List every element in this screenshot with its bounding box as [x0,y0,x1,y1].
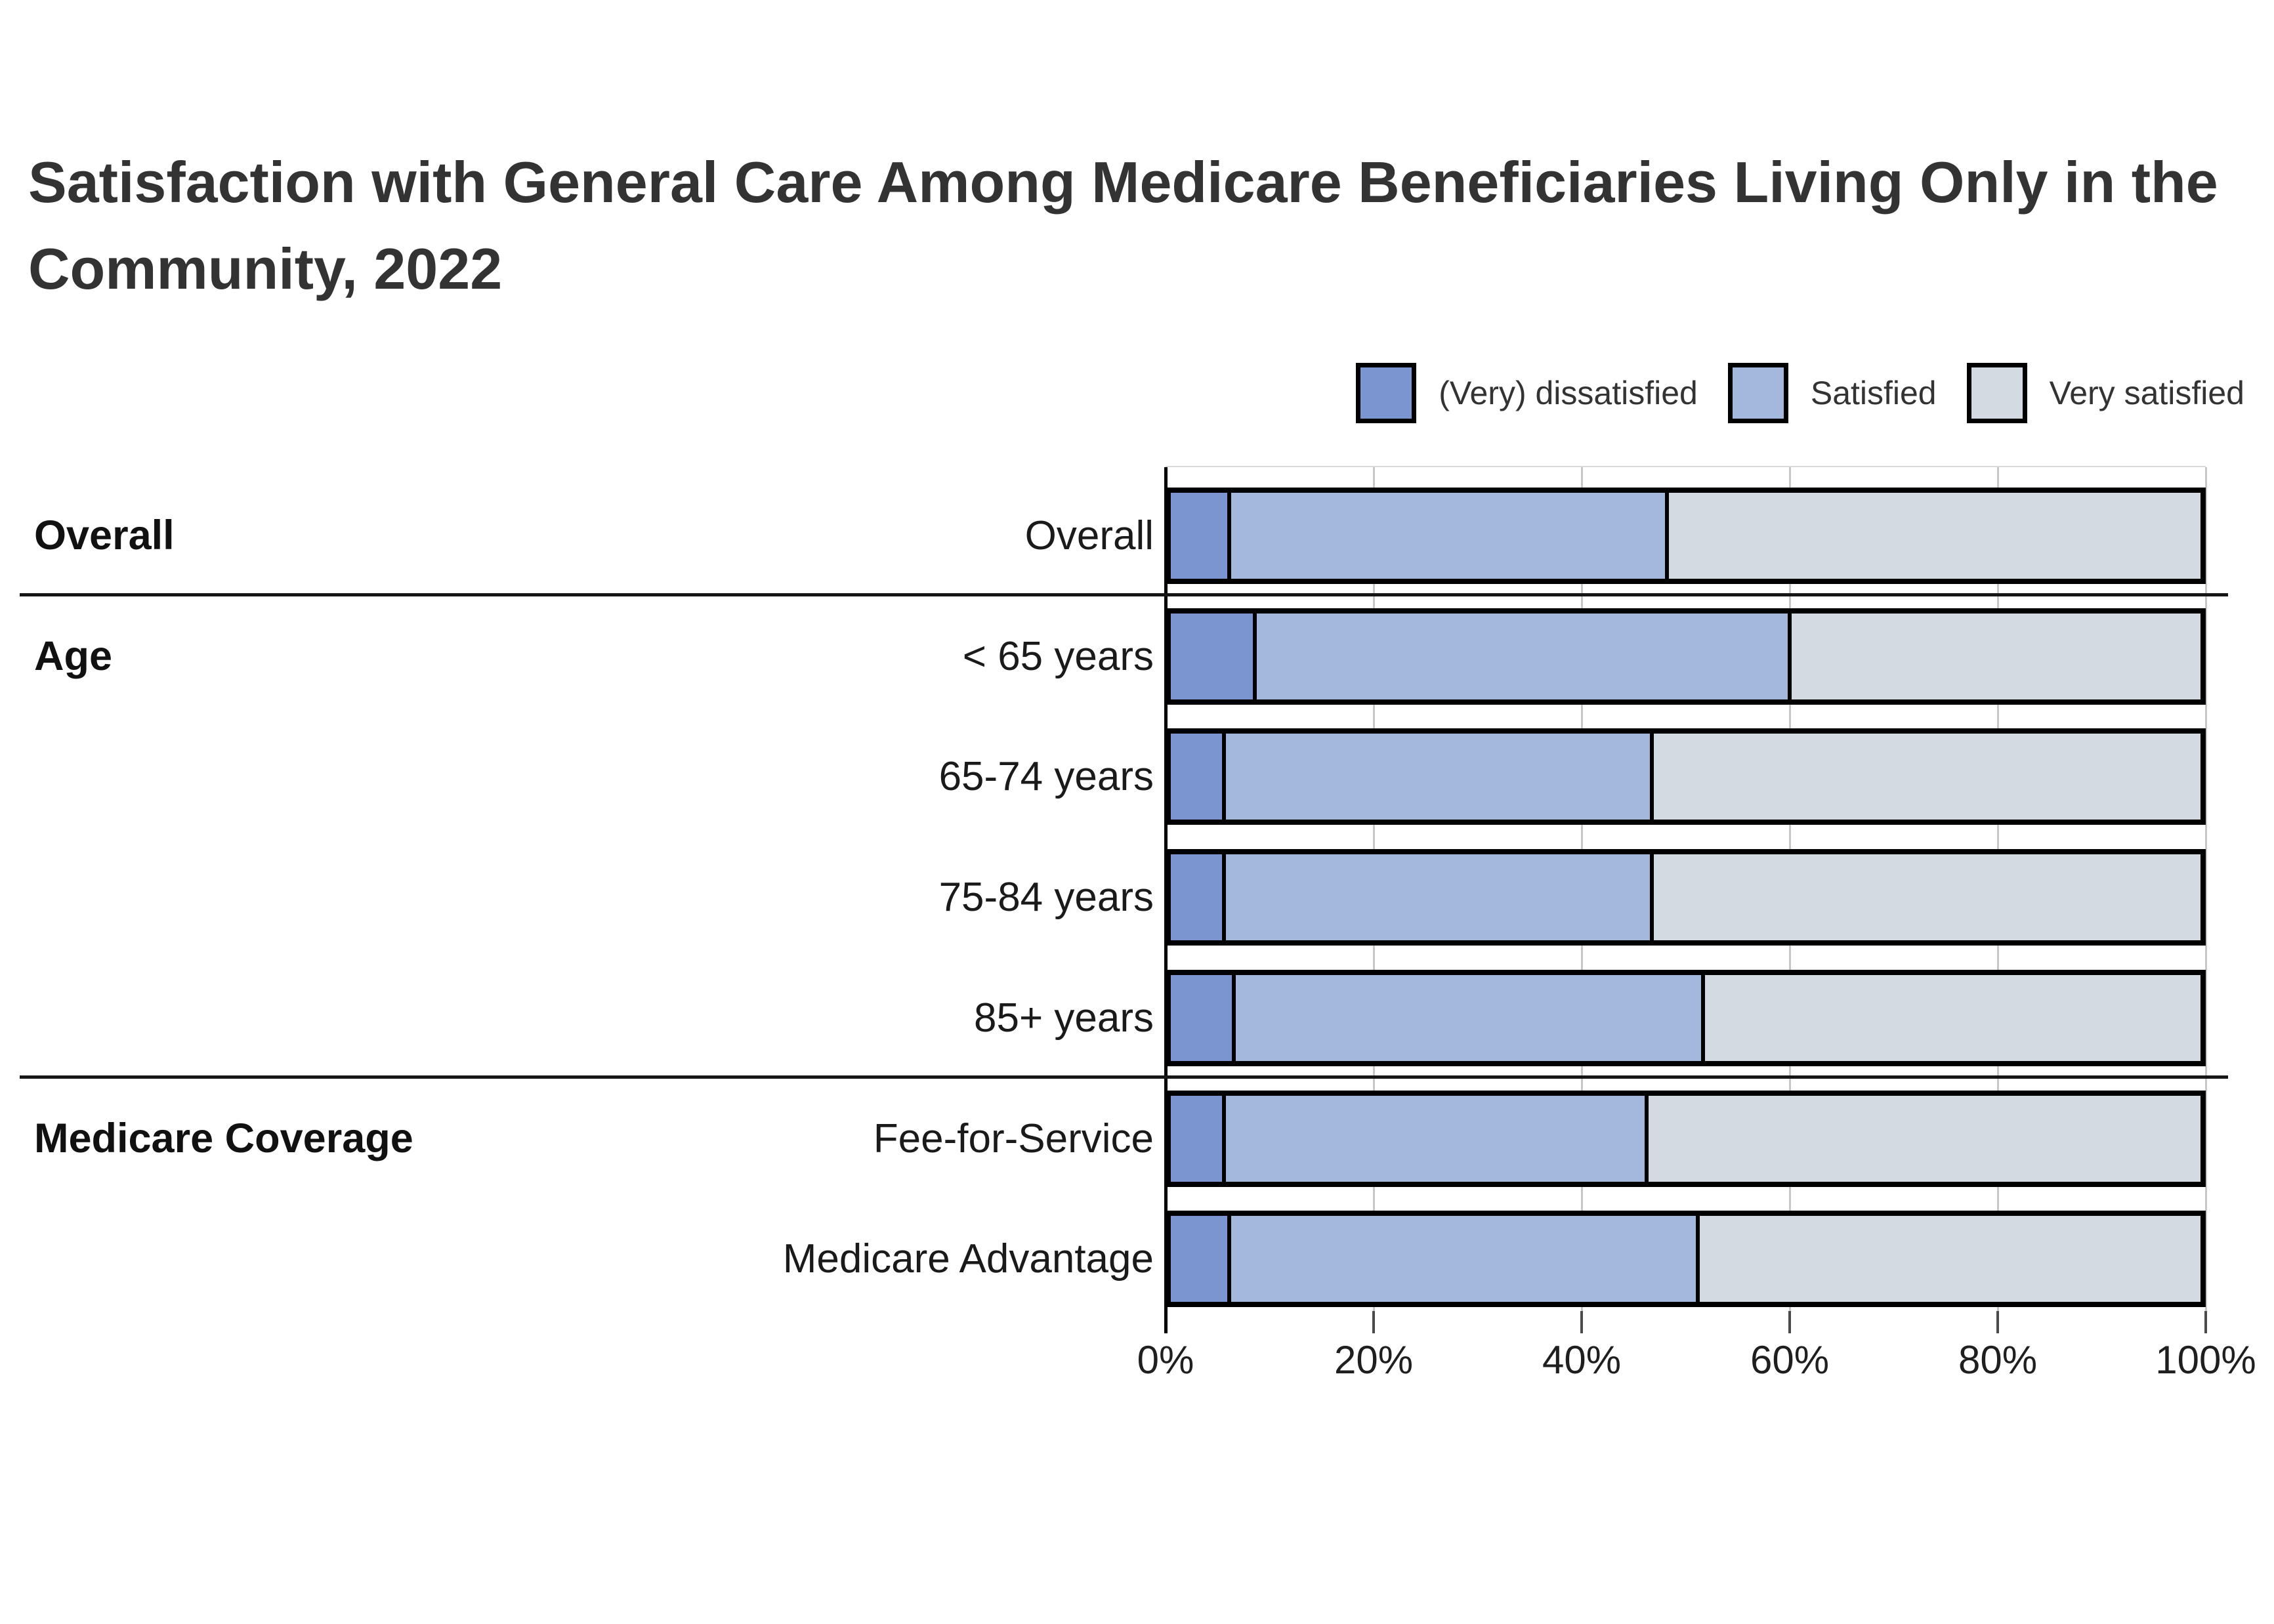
bar-segment-dissatisfied [1171,974,1232,1061]
axis-tick [1788,1311,1791,1333]
group-label: Age [34,633,113,679]
page-title-line2: Community, 2022 [28,236,503,301]
bar-segment-satisfied [1221,734,1650,820]
bar-segment-dissatisfied [1171,613,1253,699]
group-label: Overall [34,512,175,558]
legend-label: (Very) dissatisfied [1439,375,1698,411]
bar-segment-dissatisfied [1171,854,1222,941]
plot-top-line [1166,466,2206,467]
axis-tick-label: 0% [1137,1338,1194,1382]
legend-item: Satisfied [1727,363,1937,423]
row-label: Fee-for-Service [873,1115,1154,1161]
legend-item: (Very) dissatisfied [1356,363,1698,423]
group-label: Medicare Coverage [34,1115,413,1161]
gridline [2204,467,2207,1311]
axis-tick [1996,1311,1999,1333]
page-title-line1: Satisfaction with General Care Among Med… [28,150,2218,215]
axis-tick-label: 60% [1750,1338,1830,1382]
bar-segment-very-satisfied [1700,974,2200,1061]
bar-segment-satisfied [1252,613,1788,699]
legend-swatch-icon [1966,363,2027,423]
bar-row [1166,608,2206,705]
bar-segment-satisfied [1227,493,1666,579]
bar-row [1166,488,2206,584]
row-label: 65-74 years [938,754,1154,800]
page-title: Satisfaction with General Care Among Med… [28,139,2253,312]
axis-tick-label: 20% [1334,1338,1414,1382]
axis-tick [1372,1311,1375,1333]
bar-segment-very-satisfied [1696,1216,2201,1302]
row-label: 75-84 years [938,875,1154,921]
row-label: < 65 years [962,633,1154,679]
bar-segment-dissatisfied [1171,1216,1227,1302]
axis-tick-label: 80% [1958,1338,2038,1382]
legend-item: Very satisfied [1966,363,2244,423]
bar-segment-dissatisfied [1171,1095,1222,1182]
axis-tick-label: 100% [2155,1338,2256,1382]
row-label: Overall [1024,513,1154,558]
bar-segment-satisfied [1227,1216,1696,1302]
bar-segment-very-satisfied [1788,613,2200,699]
bar-segment-very-satisfied [1650,734,2200,820]
axis-tick-label: 40% [1542,1338,1622,1382]
bar-segment-satisfied [1232,974,1701,1061]
axis-tick [1580,1311,1583,1333]
bar-segment-very-satisfied [1650,854,2200,941]
legend-label: Very satisfied [2049,375,2244,411]
bar-segment-very-satisfied [1645,1095,2200,1182]
bar-segment-satisfied [1221,854,1650,941]
bar-row [1166,849,2206,946]
legend-label: Satisfied [1810,375,1937,411]
bar-segment-very-satisfied [1665,493,2200,579]
bar-row [1166,728,2206,825]
row-label: 85+ years [973,995,1154,1041]
bar-row [1166,1211,2206,1308]
legend: (Very) dissatisfied Satisfied Very satisfi… [1356,363,2244,423]
bar-row [1166,1090,2206,1187]
bar-segment-satisfied [1221,1095,1645,1182]
row-label: Medicare Advantage [782,1236,1154,1282]
axis-tick [2204,1311,2207,1333]
group-separator [20,1075,2228,1079]
legend-swatch-icon [1727,363,1788,423]
bar-row [1166,969,2206,1066]
group-separator [20,593,2228,596]
legend-swatch-icon [1356,363,1417,423]
bar-segment-dissatisfied [1171,493,1227,579]
bar-segment-dissatisfied [1171,734,1222,820]
